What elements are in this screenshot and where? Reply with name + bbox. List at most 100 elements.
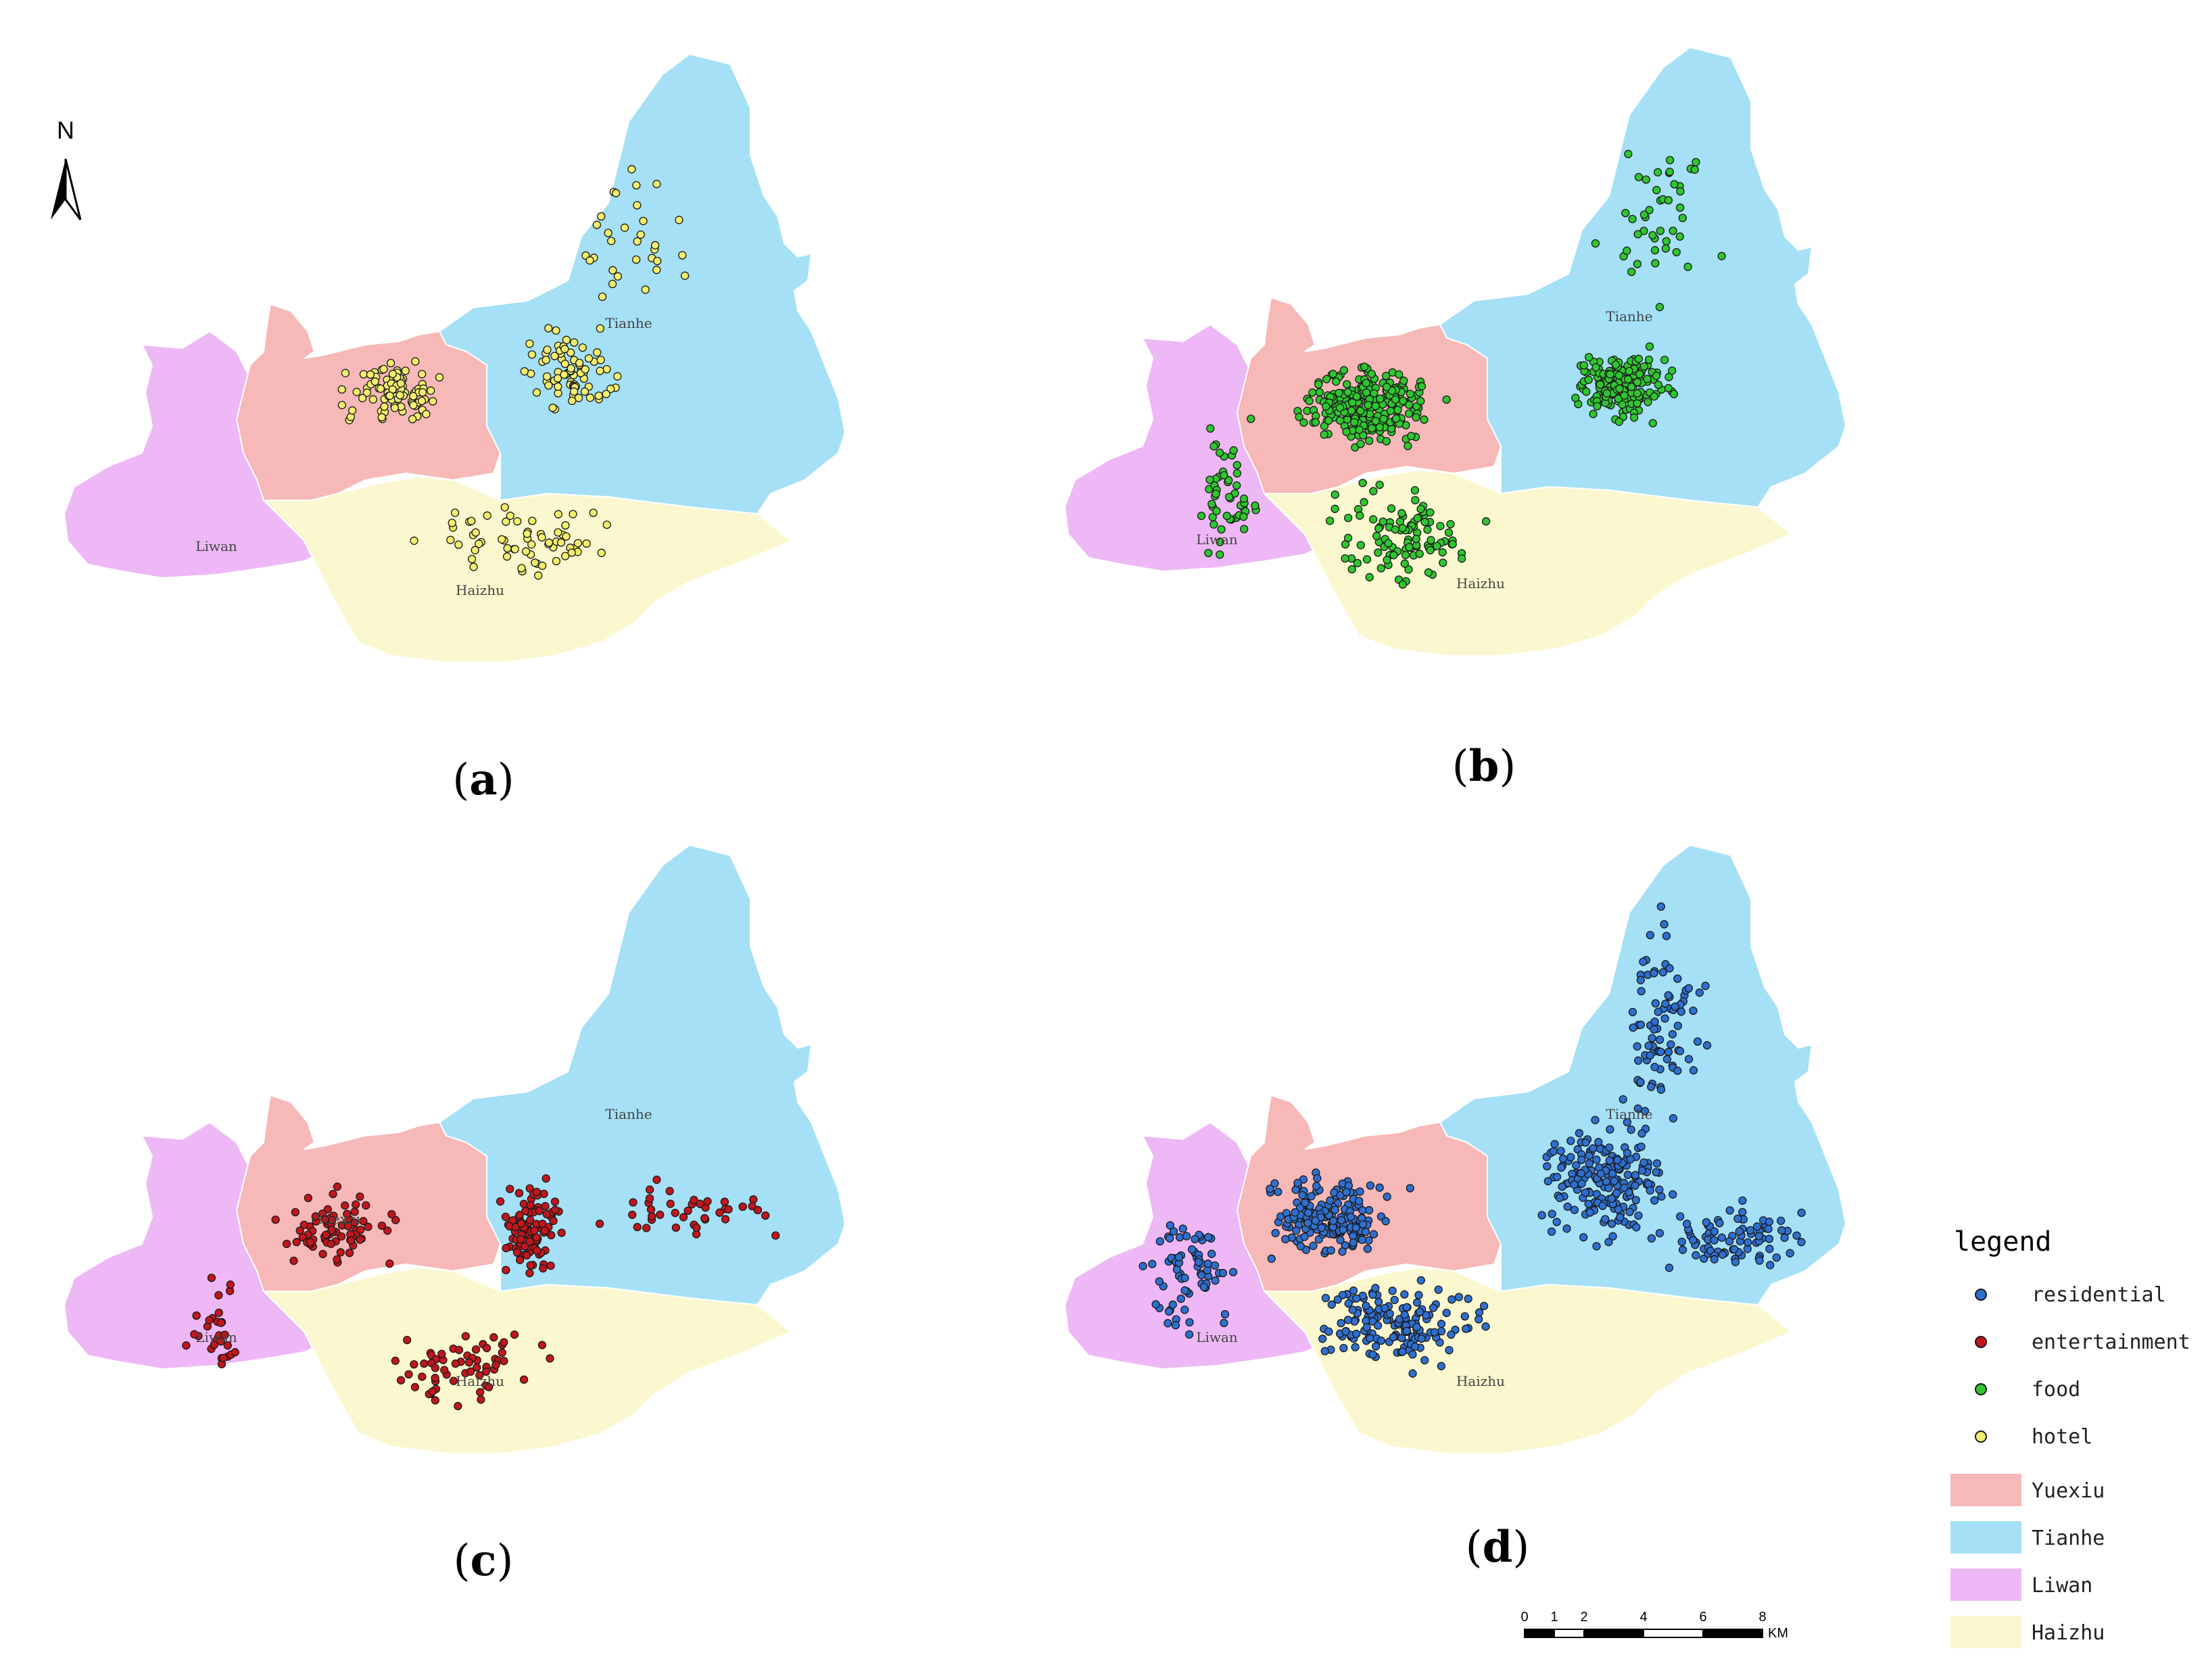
- residential-point: [1673, 974, 1682, 983]
- district-label-haizhu: Haizhu: [1456, 1373, 1505, 1389]
- residential-point: [1298, 1191, 1307, 1200]
- entertainment-point: [454, 1401, 462, 1410]
- residential-point: [1324, 1327, 1333, 1336]
- hotel-point: [390, 404, 400, 412]
- hotel-point: [454, 540, 463, 549]
- food-point: [1401, 550, 1410, 560]
- food-point: [1212, 489, 1220, 498]
- food-point: [1665, 155, 1675, 165]
- entertainment-point: [633, 1222, 642, 1232]
- residential-point: [1166, 1221, 1175, 1230]
- food-point: [1591, 239, 1600, 248]
- residential-point: [1358, 1220, 1368, 1229]
- food-point: [1648, 418, 1657, 428]
- panel-a: Tianhe Liwan Haizhu: [64, 53, 846, 663]
- residential-point: [1191, 1234, 1199, 1244]
- residential-point: [1605, 1143, 1614, 1152]
- residential-point: [1566, 1136, 1575, 1145]
- residential-point: [1650, 1196, 1659, 1205]
- points-d: [1138, 902, 1806, 1378]
- hotel-point: [596, 324, 604, 333]
- food-point: [1332, 377, 1341, 386]
- residential-point: [1646, 1051, 1654, 1060]
- entertainment-point: [629, 1198, 638, 1207]
- hotel-point: [379, 364, 388, 374]
- residential-point: [1420, 1355, 1429, 1365]
- residential-point: [1474, 1315, 1483, 1324]
- hotel-point: [506, 511, 514, 521]
- entertainment-point: [396, 1376, 406, 1385]
- residential-point: [1228, 1268, 1238, 1276]
- residential-point: [1375, 1183, 1384, 1192]
- food-point: [1633, 399, 1641, 408]
- hotel-point: [450, 508, 460, 517]
- entertainment-point: [306, 1238, 315, 1247]
- hotel-point: [592, 220, 601, 229]
- residential-point: [1660, 920, 1669, 929]
- residential-point: [1408, 1350, 1417, 1359]
- entertainment-point: [511, 1223, 520, 1232]
- residential-point: [1570, 1205, 1579, 1214]
- residential-point: [1417, 1334, 1426, 1343]
- residential-point: [1577, 1169, 1585, 1178]
- food-point: [1672, 247, 1681, 257]
- entertainment-point: [700, 1214, 709, 1223]
- scale-tick-label: 2: [1580, 1610, 1587, 1625]
- entertainment-point: [323, 1205, 333, 1214]
- food-point: [1615, 384, 1624, 393]
- entertainment-point: [516, 1234, 525, 1244]
- residential-point: [1171, 1321, 1180, 1330]
- food-point: [1360, 362, 1369, 371]
- food-point: [1344, 513, 1353, 523]
- residential-point: [1344, 1299, 1353, 1308]
- entertainment-point: [642, 1224, 651, 1232]
- food-point: [1399, 377, 1408, 385]
- entertainment-point: [454, 1345, 464, 1354]
- residential-point: [1655, 1228, 1664, 1238]
- residential-point: [1437, 1326, 1446, 1336]
- district-label-tianhe: Tianhe: [1606, 308, 1652, 325]
- entertainment-point: [356, 1192, 364, 1201]
- hotel-point: [566, 348, 575, 357]
- hotel-point: [650, 241, 660, 249]
- food-point: [1645, 342, 1654, 351]
- food-point: [1239, 494, 1249, 503]
- entertainment-point: [546, 1261, 555, 1270]
- hotel-point: [527, 540, 536, 549]
- residential-point: [1307, 1192, 1316, 1201]
- food-point: [1239, 512, 1248, 521]
- residential-point: [1406, 1184, 1414, 1193]
- residential-point: [1654, 1007, 1662, 1016]
- residential-point: [1479, 1301, 1489, 1310]
- hotel-point: [366, 370, 375, 379]
- residential-point: [1689, 1236, 1698, 1245]
- food-point: [1662, 237, 1671, 246]
- entertainment-point: [329, 1189, 337, 1199]
- residential-point: [1552, 1218, 1561, 1226]
- residential-point: [1662, 1055, 1672, 1063]
- residential-point: [1460, 1312, 1469, 1321]
- residential-point: [1655, 1035, 1664, 1045]
- food-point: [1330, 504, 1339, 513]
- hotel-point: [523, 529, 531, 538]
- residential-point: [1371, 1284, 1380, 1293]
- food-point: [1383, 556, 1391, 565]
- entertainment-point: [684, 1206, 692, 1216]
- entertainment-point: [715, 1208, 724, 1217]
- hotel-point: [569, 510, 577, 519]
- food-point: [1314, 380, 1323, 389]
- entertainment-point: [532, 1187, 542, 1197]
- food-point: [1341, 554, 1349, 563]
- food-point: [1365, 573, 1374, 581]
- hotel-point: [435, 373, 444, 382]
- residential-point: [1658, 968, 1668, 977]
- food-point: [1374, 548, 1383, 557]
- residential-point: [1383, 1193, 1391, 1201]
- residential-point: [1673, 1066, 1682, 1075]
- residential-point: [1646, 1186, 1654, 1195]
- hotel-point: [597, 212, 606, 221]
- entertainment-point: [350, 1207, 359, 1216]
- residential-point: [1369, 1230, 1378, 1239]
- residential-point: [1313, 1174, 1322, 1183]
- residential-point: [1415, 1307, 1424, 1316]
